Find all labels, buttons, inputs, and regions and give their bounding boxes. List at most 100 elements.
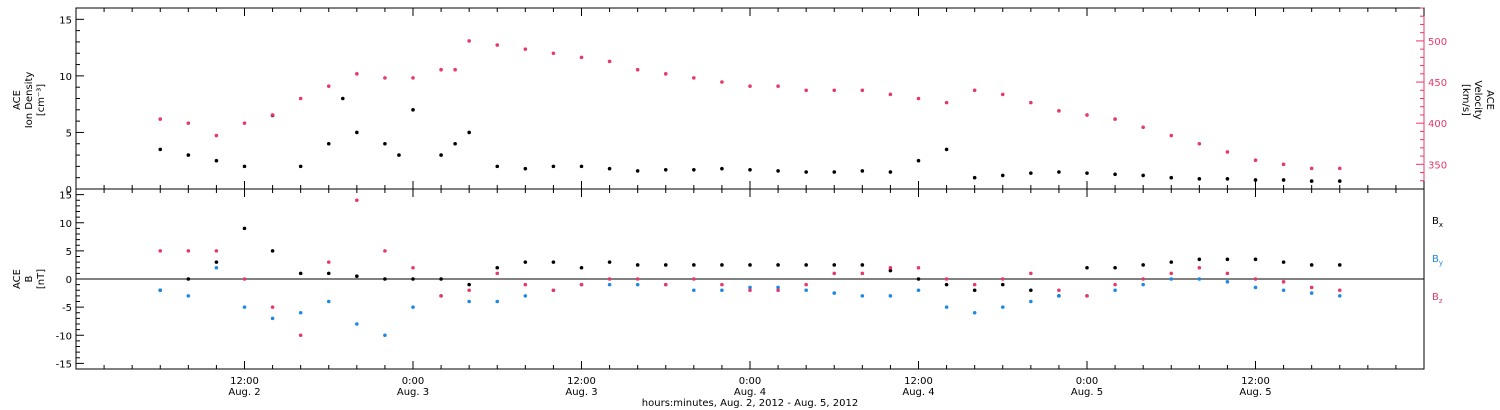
- velocity-point: [692, 76, 696, 80]
- bz-point: [355, 198, 359, 203]
- bx-point: [692, 263, 696, 267]
- bx-point: [860, 263, 865, 267]
- legend-bz: Bz: [1432, 292, 1443, 305]
- ion-density-point: [663, 167, 668, 172]
- by-point: [860, 294, 865, 298]
- bx-point: [1000, 282, 1005, 287]
- velocity-point: [214, 133, 219, 138]
- legend-bx: Bx: [1432, 216, 1443, 229]
- ion-density-point: [495, 164, 500, 169]
- x-tick-label-date: Aug. 4: [734, 387, 766, 398]
- bz-point: [411, 265, 415, 270]
- velocity-point: [635, 67, 640, 72]
- bottom-ylabel-line3: [nT]: [36, 269, 47, 289]
- top-right-tick-label: 500: [1428, 37, 1447, 48]
- ion-density-point: [242, 164, 247, 169]
- velocity-point: [1113, 117, 1117, 121]
- velocity-point: [383, 76, 387, 80]
- bz-point: [607, 277, 612, 281]
- velocity-point: [1225, 150, 1230, 154]
- by-point: [186, 294, 191, 298]
- x-tick-label-time: 0:00: [1076, 376, 1098, 387]
- velocity-point: [298, 96, 303, 101]
- ion-density-point: [972, 175, 977, 180]
- bx-point: [1281, 260, 1286, 264]
- bx-point: [411, 277, 415, 281]
- by-point: [944, 305, 949, 309]
- x-axis-label: hours:minutes, Aug. 2, 2012 - Aug. 5, 20…: [642, 398, 858, 409]
- bz-point: [186, 249, 191, 253]
- bx-point: [1337, 263, 1342, 267]
- x-tick-label-date: Aug. 4: [902, 387, 934, 398]
- by-point: [411, 305, 415, 309]
- ion-density-point: [551, 164, 556, 169]
- x-tick-label-date: Aug. 3: [565, 387, 597, 398]
- velocity-point: [916, 96, 921, 101]
- bx-point: [495, 265, 500, 270]
- by-point: [467, 299, 471, 304]
- velocity-point: [495, 43, 500, 47]
- bottom-left-tick-label: 0: [66, 275, 72, 286]
- bottom-left-axis: -15 -10 -5 0 5 10 15: [56, 191, 84, 370]
- top-left-ylabel-line1: ACE: [12, 90, 23, 110]
- by-point: [214, 265, 219, 270]
- top-right-axis: 350 400 450 500: [1416, 7, 1447, 189]
- bz-point: [579, 282, 584, 287]
- bx-point: [1085, 265, 1089, 270]
- by-point: [720, 288, 724, 293]
- bx-point: [1309, 263, 1314, 267]
- bz-point: [383, 249, 387, 253]
- bx-point: [242, 226, 247, 231]
- top-left-tick-label: 0: [66, 185, 72, 196]
- by-point: [495, 299, 500, 304]
- bz-point: [1085, 294, 1089, 298]
- bx-point: [832, 263, 837, 267]
- velocity-point: [944, 100, 949, 105]
- ion-density-point: [860, 169, 865, 173]
- bottom-data-points: [158, 198, 1342, 338]
- by-point: [1309, 291, 1314, 295]
- bx-point: [298, 271, 303, 276]
- ion-density-point: [1253, 178, 1258, 182]
- bx-point: [1113, 265, 1117, 270]
- bz-point: [635, 277, 640, 281]
- velocity-point: [860, 88, 865, 93]
- bx-point: [1141, 263, 1145, 267]
- bz-point: [214, 249, 219, 253]
- velocity-point: [158, 117, 163, 121]
- by-point: [383, 333, 387, 338]
- top-right-ylabel-line3: [km/s]: [1460, 84, 1471, 116]
- velocity-point: [1281, 162, 1286, 167]
- bx-point: [355, 274, 359, 278]
- top-panel-frame: [75, 7, 1425, 190]
- bz-point: [860, 271, 865, 276]
- bz-point: [1197, 265, 1202, 270]
- ion-density-point: [158, 147, 163, 152]
- bx-point: [439, 277, 443, 281]
- top-left-tick-label: 15: [59, 15, 72, 26]
- bx-point: [748, 263, 752, 267]
- velocity-point: [720, 80, 724, 84]
- bz-point: [158, 249, 163, 253]
- bx-point: [607, 260, 612, 264]
- top-left-ylabel-line2: Ion Density: [24, 72, 35, 129]
- ion-density-point: [635, 169, 640, 173]
- by-point: [1197, 277, 1202, 281]
- bx-point: [214, 260, 219, 264]
- legend-by-main: B: [1432, 254, 1439, 265]
- ion-density-point: [453, 141, 457, 146]
- top-left-axis: 0 5 10 15: [59, 15, 84, 196]
- ion-density-point: [523, 166, 528, 171]
- velocity-point: [411, 76, 415, 80]
- ion-density-point: [720, 166, 724, 171]
- bx-point: [663, 263, 668, 267]
- by-point: [1253, 285, 1258, 290]
- bottom-left-tick-label: 15: [59, 191, 72, 202]
- ion-density-point: [397, 153, 401, 157]
- ion-density-point: [1085, 171, 1089, 175]
- by-point: [635, 282, 640, 287]
- ion-density-point: [1029, 171, 1033, 175]
- by-point: [355, 322, 359, 326]
